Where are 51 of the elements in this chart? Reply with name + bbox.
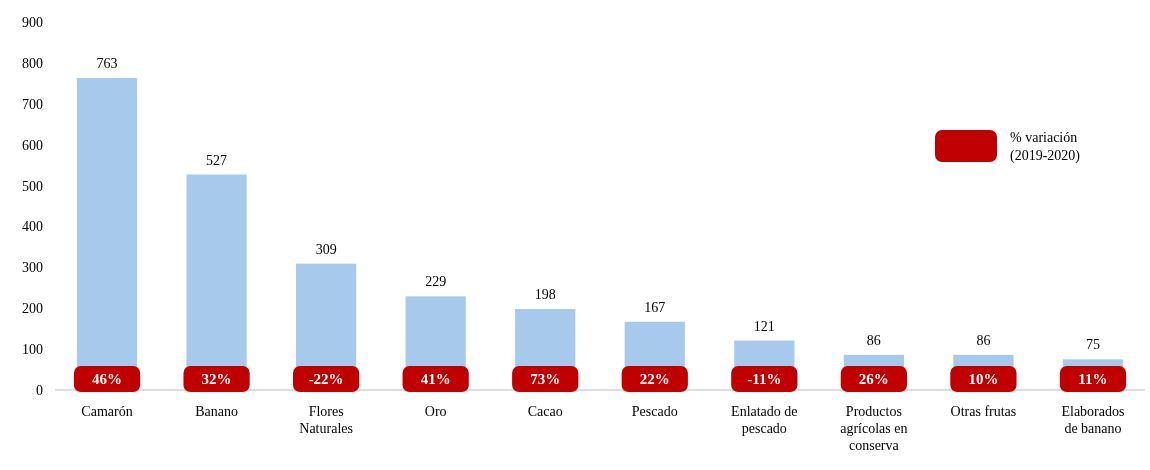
annotation: 10% <box>968 371 999 387</box>
legend-title: % variación (2019-2020) <box>1010 130 1081 164</box>
y-tick-label: 600 <box>22 137 43 153</box>
y-tick-label: 800 <box>22 55 43 71</box>
badge: 11% <box>1059 366 1127 392</box>
badge: -22% <box>293 366 360 392</box>
badge: 22% <box>621 366 688 392</box>
x-tick-label: Otras frutas <box>950 404 1017 419</box>
annotation: -11% <box>747 371 782 387</box>
annotation: -22% <box>308 371 344 387</box>
data-label: 527 <box>206 152 228 168</box>
annotation: 73% <box>530 371 561 387</box>
badge: 73% <box>512 366 579 392</box>
annotation: 26% <box>858 371 889 387</box>
x-tick-label: Banano <box>195 404 238 419</box>
data-label: 86 <box>976 332 991 348</box>
annotation: 32% <box>201 371 232 387</box>
badge: 26% <box>840 366 907 392</box>
data-label: 309 <box>315 241 337 257</box>
annotation: 11% <box>1078 371 1108 387</box>
badge: 32% <box>183 366 250 392</box>
x-tick-label: Cacao <box>527 404 563 419</box>
badge: 41% <box>402 366 469 392</box>
x-tick-label: Camarón <box>81 404 133 419</box>
data-label: 75 <box>1085 337 1100 353</box>
data-label: 167 <box>644 299 666 315</box>
annotation: 22% <box>639 371 670 387</box>
data-label: 121 <box>753 318 775 334</box>
y-tick-label: 0 <box>36 383 43 398</box>
data-label: 763 <box>96 56 118 72</box>
y-tick-label: 700 <box>22 96 43 112</box>
y-tick-label: 900 <box>22 15 43 30</box>
y-tick-label: 100 <box>22 342 43 358</box>
x-tick-label: Pescado <box>631 404 678 419</box>
badge: 10% <box>950 366 1017 392</box>
x-tick-label: Oro <box>424 404 447 419</box>
data-label: 86 <box>866 332 881 348</box>
annotation: 46% <box>92 371 123 387</box>
x-tick-label: Enlatado de pescado <box>731 404 798 436</box>
y-tick-label: 200 <box>22 301 43 317</box>
y-tick-label: 300 <box>22 260 43 276</box>
x-tick-label: Productos agrícolas en conserva <box>840 404 908 453</box>
x-tick-label: Flores Naturales <box>299 404 353 436</box>
y-tick-label: 500 <box>22 178 43 194</box>
badge: 46% <box>73 366 141 392</box>
badge: -11% <box>731 366 798 392</box>
data-label: 198 <box>534 287 556 303</box>
x-tick-label: Elaborados de banano <box>1061 404 1125 436</box>
y-tick-label: 400 <box>22 219 43 235</box>
data-label: 229 <box>425 274 447 290</box>
annotation: 41% <box>420 371 451 387</box>
